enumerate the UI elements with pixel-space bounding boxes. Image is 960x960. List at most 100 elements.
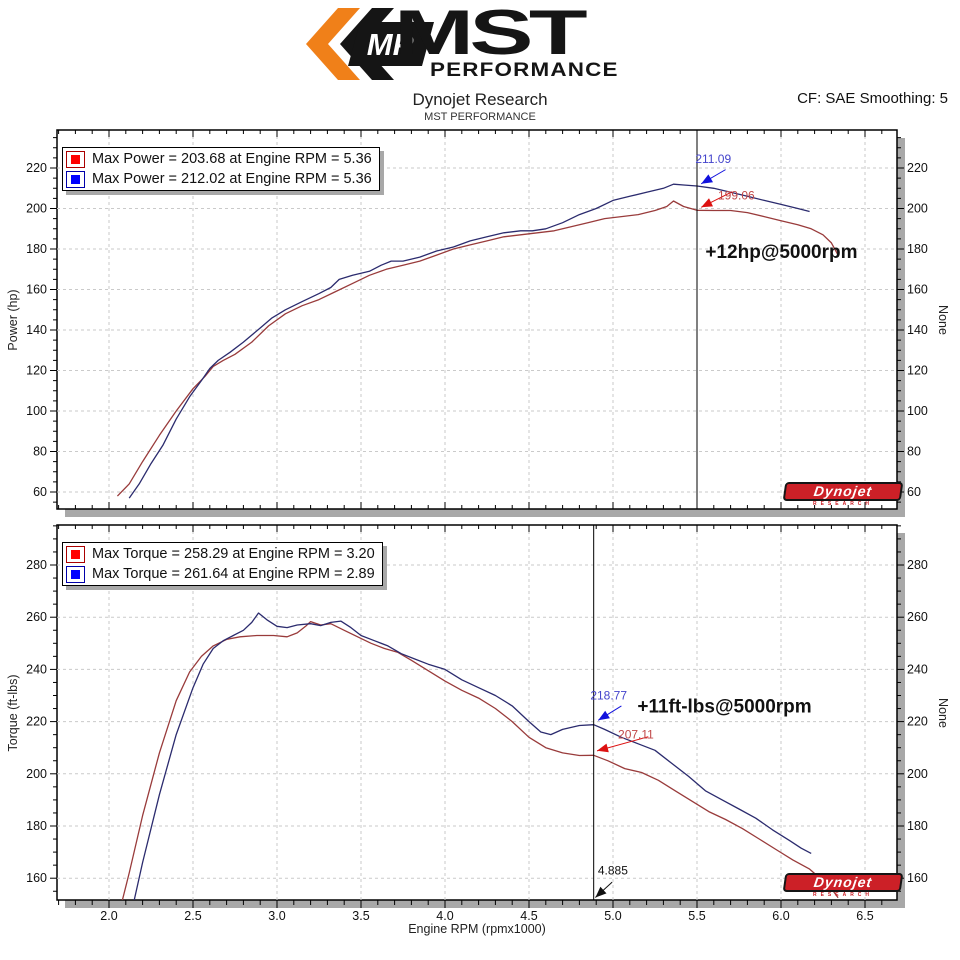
dynojet-logo-research-text: RESEARCH xyxy=(812,892,874,898)
annotation-arrowhead xyxy=(701,174,713,184)
logo-black-plate xyxy=(348,22,434,66)
svg-text:120: 120 xyxy=(907,364,928,378)
svg-text:200: 200 xyxy=(907,767,928,781)
legend-label: Max Power = 203.68 at Engine RPM = 5.36 xyxy=(92,151,372,167)
svg-text:180: 180 xyxy=(907,242,928,256)
svg-text:2.5: 2.5 xyxy=(184,909,201,923)
svg-text:4.5: 4.5 xyxy=(520,909,537,923)
annotation-text: 218.77 xyxy=(590,688,627,702)
annotation-arrowhead xyxy=(701,198,713,208)
svg-text:220: 220 xyxy=(907,715,928,729)
svg-text:180: 180 xyxy=(907,819,928,833)
torque-y-axis-title-left: Torque (ft-lbs) xyxy=(6,673,20,752)
page-title: Dynojet Research xyxy=(412,90,548,109)
svg-text:280: 280 xyxy=(26,558,47,572)
svg-text:160: 160 xyxy=(907,871,928,885)
svg-text:80: 80 xyxy=(33,445,47,459)
dynojet-logo-text: Dynojet xyxy=(782,873,904,892)
torque-chart: 160 160 180 180 200 200 220 220 240 240 260 260 280 2… xyxy=(26,524,928,923)
svg-text:60: 60 xyxy=(33,485,47,499)
svg-text:200: 200 xyxy=(907,202,928,216)
dynojet-logo: Dynojet RESEARCH xyxy=(782,873,904,898)
svg-text:200: 200 xyxy=(26,202,47,216)
svg-text:220: 220 xyxy=(26,715,47,729)
smoothing-info: CF: SAE Smoothing: 5 xyxy=(797,90,948,107)
svg-text:160: 160 xyxy=(907,283,928,297)
logo-performance-text: PERFORMANCE xyxy=(430,60,619,81)
legend-swatch-square xyxy=(71,569,80,579)
power-series-mst-blue xyxy=(128,183,810,499)
svg-text:5.5: 5.5 xyxy=(688,909,705,923)
axis-ticks xyxy=(50,130,904,509)
svg-text:60: 60 xyxy=(907,485,921,499)
power-chart: 60 60 80 80 100 100 120 120 140 140 160 160 180 180 20… xyxy=(26,129,928,517)
annotation-text: +11ft-lbs@5000rpm xyxy=(637,696,811,717)
annotation-text: 211.09 xyxy=(695,152,731,166)
torque-legend: Max Torque = 258.29 at Engine RPM = 3.20… xyxy=(62,542,383,586)
x-axis-title: Engine RPM (rpmx1000) xyxy=(408,922,546,936)
svg-text:120: 120 xyxy=(26,364,47,378)
legend-item: Max Power = 203.68 at Engine RPM = 5.36 xyxy=(66,149,372,169)
legend-swatch xyxy=(66,545,85,563)
annotation-text: 207.11 xyxy=(618,728,654,742)
svg-text:5.0: 5.0 xyxy=(604,909,621,923)
annotation-text: 199.06 xyxy=(718,188,755,202)
logo-mp-text: MP xyxy=(367,27,414,62)
legend-swatch xyxy=(66,150,85,168)
gridlines xyxy=(57,130,897,509)
mst-logo: MP MST PERFORMANCE xyxy=(298,0,668,88)
svg-text:180: 180 xyxy=(26,242,47,256)
svg-text:6.0: 6.0 xyxy=(772,909,789,923)
svg-text:260: 260 xyxy=(26,610,47,624)
legend-item: Max Torque = 258.29 at Engine RPM = 3.20 xyxy=(66,544,375,564)
svg-text:6.5: 6.5 xyxy=(856,909,873,923)
svg-text:240: 240 xyxy=(907,662,928,676)
svg-text:2.0: 2.0 xyxy=(100,909,117,923)
annotation-text: 4.885 xyxy=(598,863,628,877)
legend-swatch-square xyxy=(71,549,80,559)
mst-logo-emblem: MP xyxy=(306,8,434,80)
annotation-text: +12hp@5000rpm xyxy=(705,242,857,263)
annotation-arrowhead xyxy=(597,743,609,753)
torque-series-mst-blue xyxy=(133,612,812,900)
svg-text:160: 160 xyxy=(26,871,47,885)
svg-text:100: 100 xyxy=(26,404,47,418)
svg-text:160: 160 xyxy=(26,283,47,297)
svg-text:260: 260 xyxy=(907,610,928,624)
legend-label: Max Power = 212.02 at Engine RPM = 5.36 xyxy=(92,171,372,187)
torque-y-axis-title-right: None xyxy=(936,697,950,728)
svg-text:140: 140 xyxy=(26,323,47,337)
legend-label: Max Torque = 258.29 at Engine RPM = 3.20 xyxy=(92,546,375,562)
page-subtitle: MST PERFORMANCE xyxy=(424,111,536,123)
power-y-axis-title-left: Power (hp) xyxy=(6,288,20,351)
dynojet-logo-text: Dynojet xyxy=(782,482,904,501)
svg-text:220: 220 xyxy=(26,161,47,175)
tick-labels: 60 60 80 80 100 100 120 120 140 140 160 160 180 180 20… xyxy=(26,161,928,499)
svg-text:80: 80 xyxy=(907,445,921,459)
legend-label: Max Torque = 261.64 at Engine RPM = 2.89 xyxy=(92,566,375,582)
legend-swatch xyxy=(66,565,85,583)
svg-text:180: 180 xyxy=(26,819,47,833)
svg-text:220: 220 xyxy=(907,161,928,175)
svg-text:3.0: 3.0 xyxy=(268,909,285,923)
logo-orange-chevron xyxy=(306,8,360,80)
tick-labels: 160 160 180 180 200 200 220 220 240 240 260 260 280 2… xyxy=(26,558,928,923)
svg-text:240: 240 xyxy=(26,662,47,676)
legend-swatch xyxy=(66,170,85,188)
legend-item: Max Power = 212.02 at Engine RPM = 5.36 xyxy=(66,169,372,189)
torque-series-baseline-red xyxy=(121,620,839,900)
axis-ticks xyxy=(50,525,904,908)
svg-text:140: 140 xyxy=(907,323,928,337)
svg-text:4.0: 4.0 xyxy=(436,909,453,923)
dynojet-logo-research-text: RESEARCH xyxy=(812,501,874,507)
logo-mst-text: MST xyxy=(394,0,588,69)
svg-text:200: 200 xyxy=(26,767,47,781)
power-series-baseline-red xyxy=(116,200,839,497)
dynojet-logo: Dynojet RESEARCH xyxy=(782,482,904,507)
svg-text:100: 100 xyxy=(907,404,928,418)
annotation-arrowhead xyxy=(595,886,607,898)
power-y-axis-title-right: None xyxy=(936,304,950,335)
